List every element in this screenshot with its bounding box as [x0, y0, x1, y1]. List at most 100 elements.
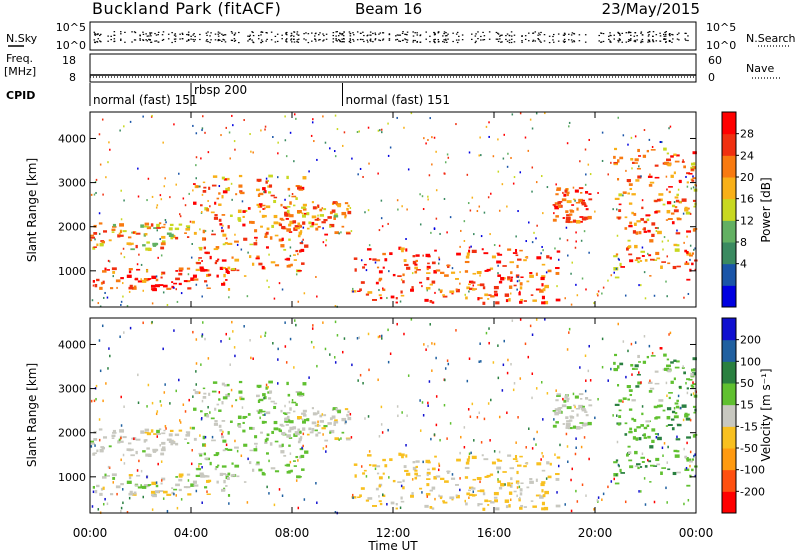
power-echo-cell [438, 288, 440, 291]
velocity-echo-cell [471, 402, 474, 406]
velocity-echo-cell [187, 493, 192, 496]
velocity-echo-cell [423, 343, 425, 346]
velocity-echo-cell [580, 408, 586, 410]
power-echo-cell [298, 231, 302, 235]
velocity-echo-cell [145, 453, 151, 457]
noise-sky-point [500, 41, 502, 43]
noise-sky-point [290, 38, 293, 40]
power-echo-cell [227, 288, 231, 291]
power-echo-cell [206, 287, 211, 289]
velocity-echo-cell [691, 468, 694, 472]
noise-search-point [458, 35, 460, 37]
noise-sky-point [315, 40, 317, 42]
power-echo-cell [154, 284, 160, 288]
noise-sky-point [497, 38, 499, 40]
velocity-echo-cell [553, 411, 559, 414]
velocity-echo-cell [489, 473, 494, 476]
power-echo-cell [557, 204, 562, 208]
power-echo-cell [431, 280, 436, 284]
power-echo-cell [112, 223, 117, 227]
power-echo-cell [283, 248, 287, 251]
velocity-echo-cell [682, 365, 684, 368]
power-echo-cell [303, 212, 307, 215]
velocity-echo-cell [686, 387, 689, 390]
velocity-echo-cell [128, 496, 131, 500]
power-echo-cell [632, 230, 637, 234]
velocity-echo-cell [274, 440, 279, 443]
velocity-echo-cell [531, 333, 534, 336]
velocity-echo-cell [576, 427, 581, 430]
noise-left-tick-top: 10^5 [56, 21, 86, 34]
noise-search-point [251, 31, 253, 33]
velocity-echo-cell [612, 414, 614, 417]
power-echo-cell [257, 205, 260, 208]
velocity-echo-cell [507, 482, 511, 486]
velocity-echo-cell [234, 464, 240, 468]
power-echo-cell [497, 274, 502, 277]
power-echo-cell [295, 197, 298, 201]
velocity-echo-cell [201, 399, 204, 403]
noise-search-point [505, 35, 507, 37]
power-echo-cell [575, 201, 581, 204]
power-echo-cell [694, 268, 697, 271]
power-echo-cell [504, 293, 510, 297]
colorbar-tick-label: 100 [740, 355, 761, 368]
velocity-echo-cell [520, 482, 524, 485]
power-echo-cell [207, 199, 209, 202]
power-echo-cell [690, 162, 696, 166]
velocity-echo-cell [357, 496, 361, 499]
power-echo-cell [93, 232, 98, 235]
power-echo-cell [228, 296, 230, 299]
power-echo-cell [523, 300, 527, 302]
velocity-echo-cell [426, 471, 431, 475]
power-echo-cell [556, 189, 561, 191]
velocity-echo-cell [142, 321, 144, 325]
velocity-echo-cell [579, 366, 581, 369]
power-echo-cell [123, 256, 126, 259]
power-echo-cell [378, 270, 383, 274]
power-echo-cell [476, 210, 479, 213]
power-echo-cell [268, 184, 273, 188]
power-echo-cell [553, 212, 555, 215]
velocity-echo-cell [254, 435, 258, 439]
power-echo-cell [666, 295, 668, 298]
x-tick-label: 16:00 [477, 526, 512, 540]
power-echo-cell [242, 223, 246, 227]
velocity-echo-cell [543, 506, 549, 511]
velocity-echo-cell [248, 461, 252, 465]
power-echo-cell [214, 201, 217, 205]
velocity-echo-cell [682, 418, 685, 422]
power-echo-cell [238, 218, 242, 222]
noise-search-point [540, 31, 542, 34]
noise-search-point [336, 31, 338, 33]
noise-search-point [452, 32, 454, 34]
velocity-echo-cell [578, 404, 584, 409]
power-echo-cell [242, 210, 246, 213]
power-echo-cell [469, 209, 472, 212]
power-echo-cell [566, 214, 571, 217]
velocity-echo-cell [468, 455, 471, 459]
velocity-echo-cell [222, 439, 227, 443]
noise-sky-point [230, 39, 233, 41]
power-echo-cell [319, 214, 325, 217]
velocity-echo-cell [629, 393, 633, 397]
velocity-echo-cell [329, 417, 333, 421]
power-echo-cell [694, 247, 696, 250]
velocity-echo-cell [634, 364, 639, 368]
velocity-echo-cell [683, 447, 685, 451]
power-echo-cell [252, 151, 254, 154]
power-echo-cell [412, 255, 416, 258]
noise-search-point [444, 35, 447, 37]
noise-search-point [647, 35, 650, 37]
power-echo-cell [655, 251, 660, 256]
power-echo-cell [155, 278, 159, 282]
noise-search-point [217, 33, 220, 35]
velocity-echo-cell [93, 399, 96, 403]
power-ylabel: Slant Range [km] [25, 158, 39, 262]
velocity-echo-cell [396, 322, 398, 326]
noise-sky-point [553, 41, 555, 43]
power-echo-cell [426, 267, 429, 271]
power-echo-cell [171, 285, 175, 289]
velocity-echo-cell [570, 478, 572, 482]
noise-search-point [633, 35, 636, 37]
